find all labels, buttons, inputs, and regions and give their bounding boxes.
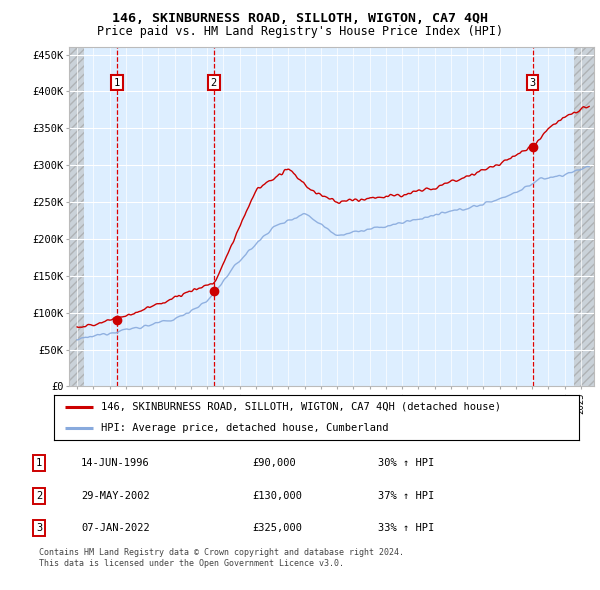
Text: 33% ↑ HPI: 33% ↑ HPI	[378, 523, 434, 533]
Text: Contains HM Land Registry data © Crown copyright and database right 2024.: Contains HM Land Registry data © Crown c…	[39, 548, 404, 556]
Text: 1: 1	[36, 458, 42, 468]
Text: £325,000: £325,000	[252, 523, 302, 533]
Text: 30% ↑ HPI: 30% ↑ HPI	[378, 458, 434, 468]
Text: 146, SKINBURNESS ROAD, SILLOTH, WIGTON, CA7 4QH: 146, SKINBURNESS ROAD, SILLOTH, WIGTON, …	[112, 12, 488, 25]
Text: HPI: Average price, detached house, Cumberland: HPI: Average price, detached house, Cumb…	[101, 423, 389, 433]
Text: £90,000: £90,000	[252, 458, 296, 468]
Text: This data is licensed under the Open Government Licence v3.0.: This data is licensed under the Open Gov…	[39, 559, 344, 568]
Text: Price paid vs. HM Land Registry's House Price Index (HPI): Price paid vs. HM Land Registry's House …	[97, 25, 503, 38]
Bar	[574, 47, 594, 386]
Text: 146, SKINBURNESS ROAD, SILLOTH, WIGTON, CA7 4QH (detached house): 146, SKINBURNESS ROAD, SILLOTH, WIGTON, …	[101, 402, 501, 412]
Text: 3: 3	[36, 523, 42, 533]
Text: 2: 2	[211, 78, 217, 88]
Text: £130,000: £130,000	[252, 491, 302, 501]
Text: 3: 3	[529, 78, 536, 88]
Text: 29-MAY-2002: 29-MAY-2002	[81, 491, 150, 501]
Text: 1: 1	[114, 78, 120, 88]
Text: 2: 2	[36, 491, 42, 501]
Text: 37% ↑ HPI: 37% ↑ HPI	[378, 491, 434, 501]
Bar	[69, 47, 84, 386]
Text: 07-JAN-2022: 07-JAN-2022	[81, 523, 150, 533]
Text: 14-JUN-1996: 14-JUN-1996	[81, 458, 150, 468]
